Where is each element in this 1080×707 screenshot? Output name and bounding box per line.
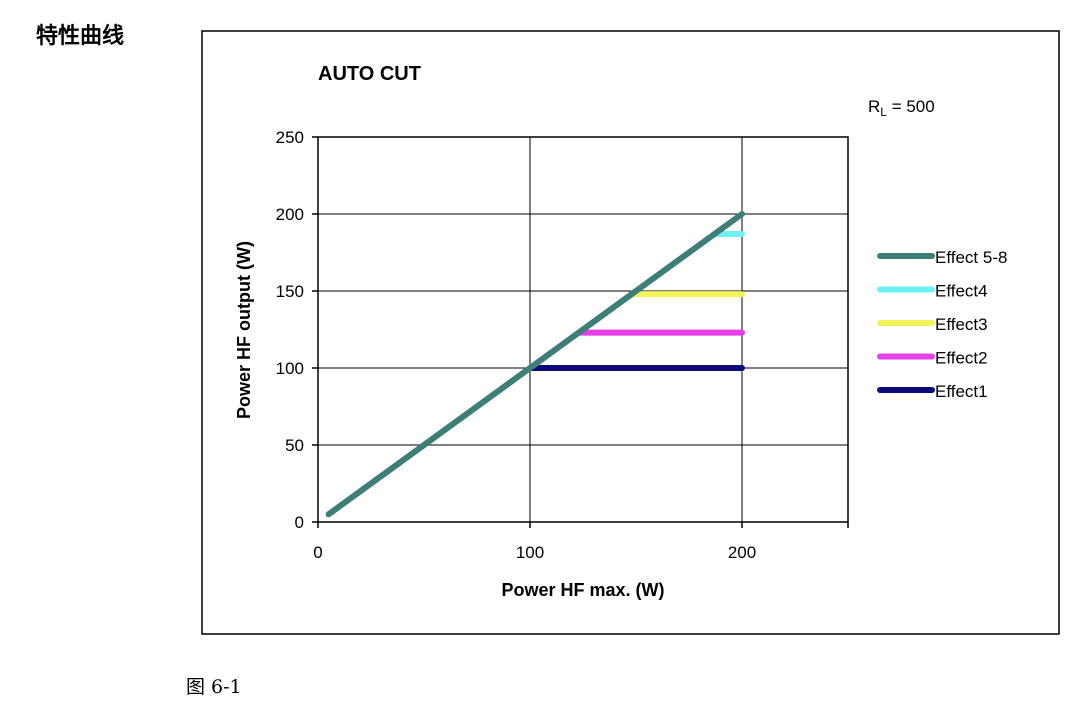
chart-title: AUTO CUT — [318, 63, 421, 85]
legend-label: Effect 5-8 — [935, 248, 1007, 267]
legend-label: Effect4 — [935, 282, 988, 301]
rl-annotation-rest: = 500 — [887, 97, 935, 116]
series-lines — [325, 211, 745, 518]
y-axis-label: Power HF output (W) — [234, 241, 254, 419]
y-tick-label: 100 — [276, 359, 304, 378]
tick-labels: 0 50 100 150 200 250 0 100 200 — [276, 128, 849, 562]
rl-annotation: RL = 500 — [868, 97, 935, 119]
legend-label: Effect2 — [935, 349, 988, 368]
rl-annotation-sub: L — [880, 105, 887, 119]
x-tick-label: 100 — [516, 543, 544, 562]
figure-caption: 图 6-1 — [186, 676, 242, 698]
x-tick-label: 0 — [313, 543, 322, 562]
y-tick-label: 250 — [276, 128, 304, 147]
x-tick-label: 200 — [728, 543, 756, 562]
legend-label: Effect1 — [935, 382, 988, 401]
legend: Effect 5-8 Effect4 Effect3 Effect2 Effect1 — [877, 248, 1007, 401]
y-tick-label: 50 — [285, 436, 304, 455]
y-tick-label: 200 — [276, 205, 304, 224]
y-tick-label: 0 — [295, 513, 304, 532]
series-line-effect-5-8 — [325, 211, 745, 518]
x-axis-label: Power HF max. (W) — [501, 580, 664, 600]
page-heading: 特性曲线 — [36, 24, 125, 49]
plot-area — [317, 136, 849, 523]
y-tick-label: 150 — [276, 282, 304, 301]
rl-annotation-main: R — [868, 97, 880, 116]
legend-label: Effect3 — [935, 315, 988, 334]
